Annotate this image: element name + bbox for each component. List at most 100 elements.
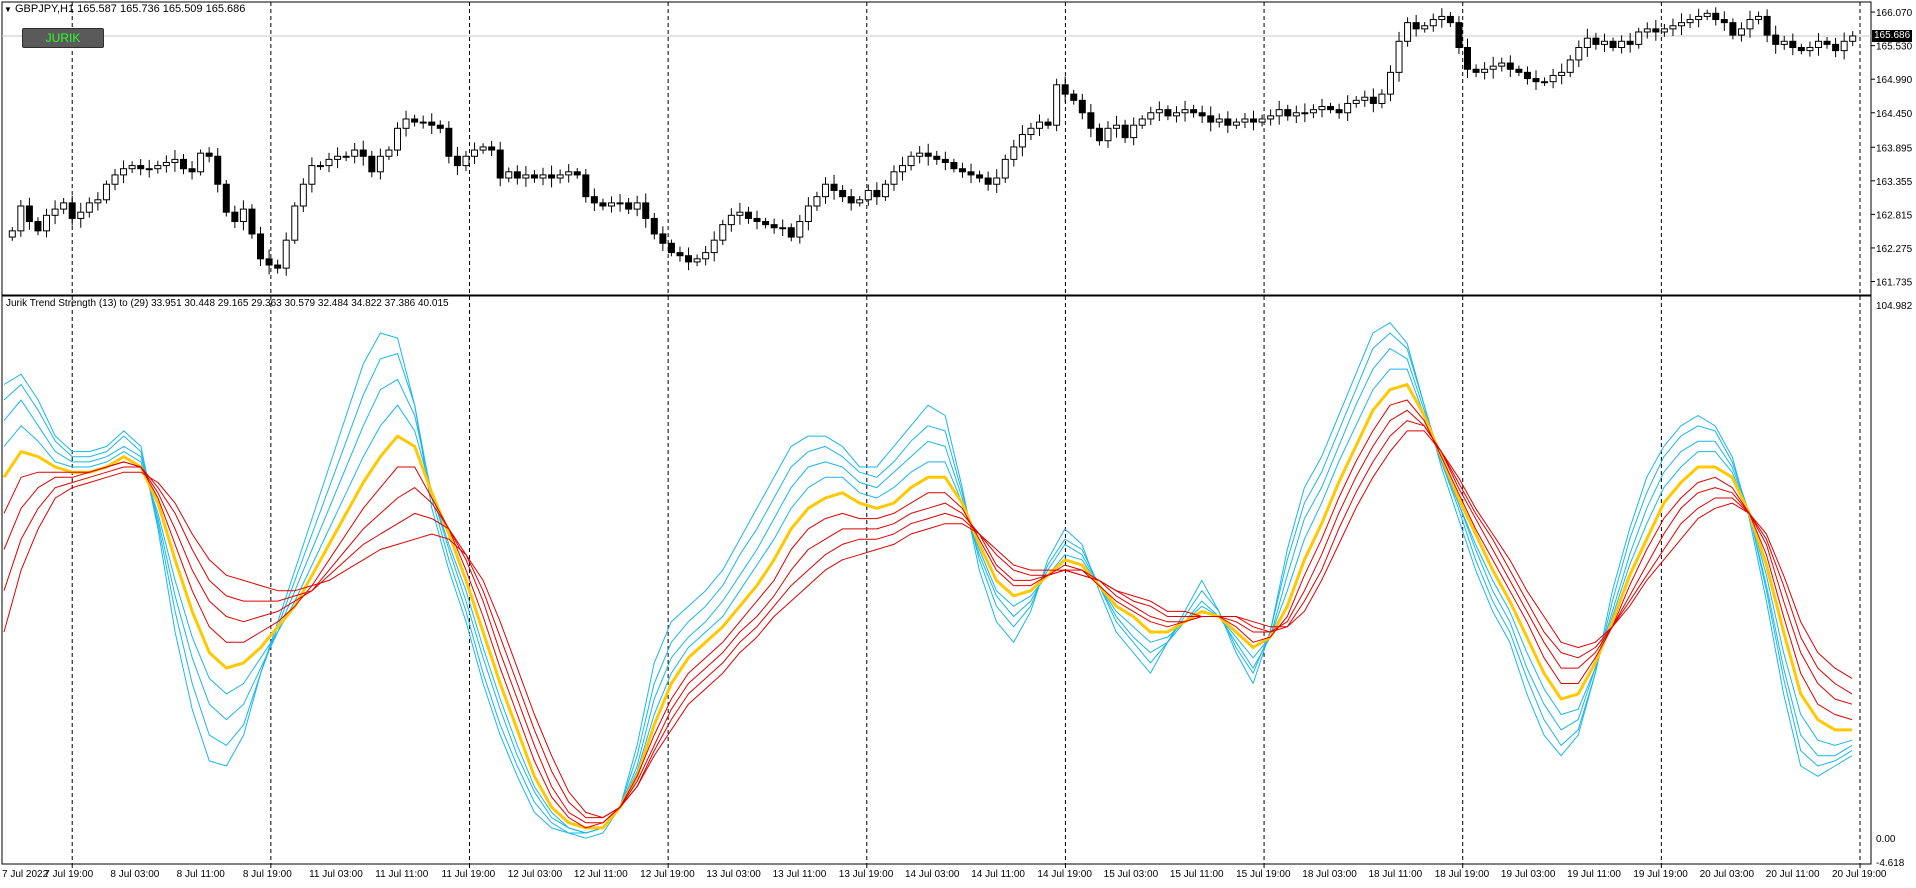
candle-body	[1369, 96, 1377, 104]
candle-body	[1575, 47, 1583, 61]
candle-body	[881, 183, 889, 198]
candle-body	[1335, 109, 1343, 114]
candle-body	[1797, 47, 1805, 52]
candle-body	[1258, 118, 1266, 123]
triangle-down-icon[interactable]: ▼	[4, 5, 12, 14]
time-axis-label: 12 Jul 19:00	[640, 869, 695, 880]
candle-body	[1566, 59, 1574, 73]
candle-body	[197, 152, 205, 173]
candle-body	[60, 202, 68, 210]
candle-body	[1386, 71, 1394, 95]
candle-body	[779, 227, 787, 230]
candle-body	[1275, 109, 1283, 117]
candle-body	[34, 221, 42, 232]
candle-body	[590, 196, 598, 204]
price-axis-label: 164.990	[1876, 75, 1913, 86]
candle-body	[1609, 40, 1617, 49]
current-price-tag: 165.686	[1872, 29, 1913, 42]
candle-body	[702, 252, 710, 260]
candle-body	[1549, 74, 1557, 83]
candle-body	[1823, 40, 1831, 45]
candle-body	[958, 168, 966, 173]
candle-body	[1678, 22, 1686, 27]
candle-body	[1532, 78, 1540, 83]
candle-body	[239, 208, 247, 223]
candle-body	[1669, 25, 1677, 30]
candle-body	[916, 152, 924, 157]
jurik-slow-line	[3, 430, 1853, 819]
price-axis-label: 161.735	[1876, 278, 1913, 289]
candle-body	[839, 189, 847, 198]
candle-body	[522, 174, 530, 179]
jurik-slow-line	[3, 420, 1853, 819]
candle-body	[676, 252, 684, 257]
candle-body	[941, 158, 949, 163]
candle-body	[950, 161, 958, 170]
candle-body	[368, 155, 376, 173]
time-axis-label: 15 Jul 11:00	[1170, 869, 1224, 880]
candle-body	[1070, 93, 1078, 101]
candle-body	[1027, 127, 1035, 136]
candle-body	[376, 155, 384, 173]
time-axis-label: 14 Jul 11:00	[971, 869, 1025, 880]
time-axis-label: 19 Jul 03:00	[1501, 869, 1556, 880]
candle-body	[976, 174, 984, 179]
candle-body	[1224, 118, 1232, 126]
candle-body	[1421, 25, 1429, 30]
candle-body	[933, 155, 941, 160]
candle-body	[325, 158, 333, 167]
candle-body	[1481, 68, 1489, 73]
candle-body	[231, 211, 239, 223]
candle-body	[1395, 40, 1403, 73]
candle-body	[1190, 109, 1198, 114]
candle-body	[693, 258, 701, 263]
candle-body	[899, 165, 907, 173]
candle-body	[1378, 93, 1386, 104]
candle-body	[1472, 68, 1480, 73]
candle-body	[351, 149, 359, 157]
candle-body	[556, 174, 564, 179]
candle-body	[650, 217, 658, 235]
candle-body	[1181, 109, 1189, 114]
candle-body	[1412, 22, 1420, 30]
jurik-button[interactable]: JURIK	[22, 28, 104, 48]
jurik-fast-line	[3, 332, 1853, 834]
candle-body	[804, 205, 812, 223]
candle-body	[830, 183, 838, 191]
candle-body	[68, 202, 76, 219]
time-axis-label: 20 Jul 11:00	[1766, 869, 1820, 880]
candle-body	[1001, 158, 1009, 179]
candle-body	[984, 177, 992, 185]
candle-body	[1643, 28, 1651, 33]
candle-body	[1592, 37, 1600, 45]
candle-body	[607, 202, 615, 207]
candle-body	[565, 171, 573, 176]
time-axis-label: 18 Jul 11:00	[1369, 869, 1423, 880]
candle-body	[1626, 40, 1634, 45]
candle-body	[856, 199, 864, 204]
candle-body	[462, 155, 470, 167]
time-axis-label: 11 Jul 11:00	[375, 869, 428, 880]
time-axis-label: 11 Jul 03:00	[309, 869, 363, 880]
candle-body	[25, 205, 33, 223]
time-axis-label: 7 Jul 2022	[2, 869, 49, 880]
candle-body	[907, 155, 915, 167]
candle-body	[1729, 22, 1737, 36]
candle-body	[924, 152, 932, 157]
candle-body	[1215, 118, 1223, 123]
candle-body	[1660, 28, 1668, 33]
candle-body	[1755, 15, 1763, 21]
candle-body	[1352, 99, 1360, 104]
candle-body	[813, 196, 821, 207]
candle-body	[1523, 71, 1531, 80]
symbol-header-text: GBPJPY,H1 165.587 165.736 165.509 165.68…	[14, 3, 246, 15]
jurik-fast-line	[3, 368, 1853, 834]
candle-body	[873, 189, 881, 198]
candle-body	[111, 174, 119, 185]
candle-body	[222, 183, 230, 213]
candle-body	[1840, 40, 1848, 52]
time-axis-label: 14 Jul 19:00	[1037, 869, 1092, 880]
candle-body	[120, 168, 128, 176]
